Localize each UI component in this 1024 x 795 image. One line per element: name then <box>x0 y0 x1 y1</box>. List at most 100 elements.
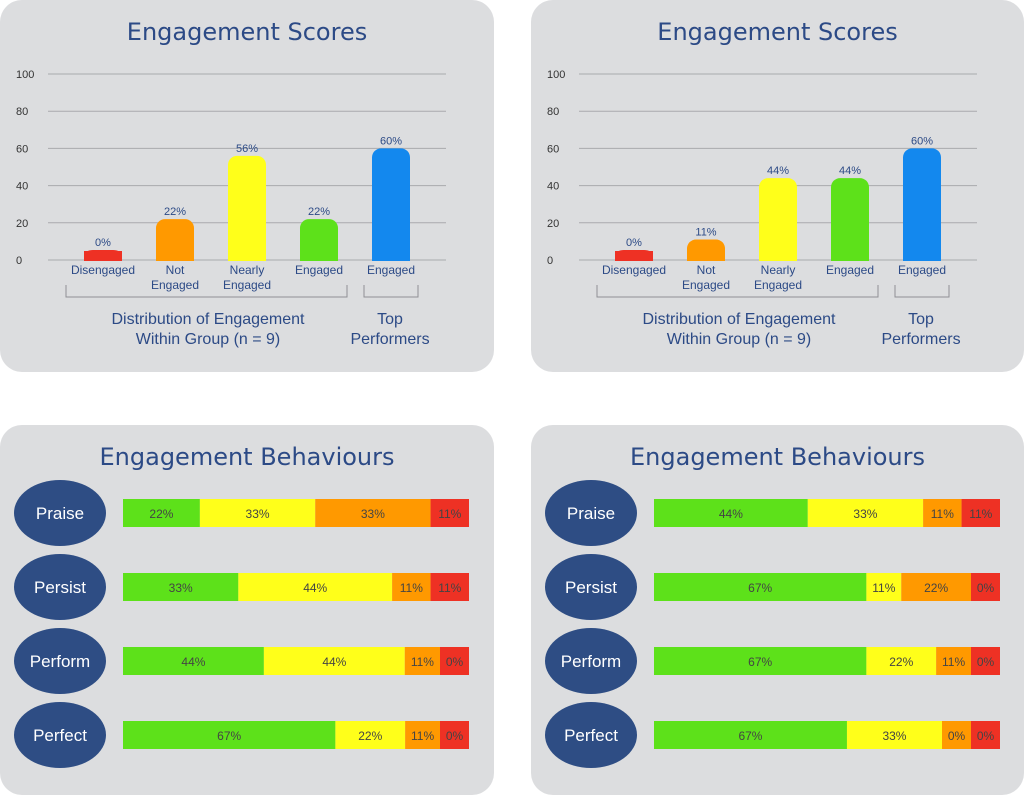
y-tick-label: 20 <box>16 218 28 230</box>
segment-value-label: 33% <box>169 581 193 595</box>
engagement-behaviours-chart-left: Engagement Behaviours Praise 22% 33% 33% 11% P… <box>14 443 469 768</box>
x-category-label: Disengaged <box>71 263 135 277</box>
bar-segment <box>123 721 336 749</box>
segment-value-label: 67% <box>748 581 772 595</box>
y-tick-label: 60 <box>16 143 28 155</box>
bar-base <box>615 251 653 261</box>
y-tick-label: 40 <box>547 181 559 193</box>
segment-value-label: 67% <box>217 729 241 743</box>
group-label: Top Performers <box>881 311 960 348</box>
bar <box>156 219 194 261</box>
chart-title: Engagement Behaviours <box>100 443 395 471</box>
bar-segment <box>654 647 867 675</box>
segment-value-label: 11% <box>931 507 954 521</box>
group-label: Distribution of Engagement Within Group (… <box>643 311 837 348</box>
x-category-label: Engaged <box>367 263 415 277</box>
bar-base <box>300 251 338 261</box>
bar-segment <box>392 573 431 601</box>
behaviour-label: Perform <box>30 652 90 671</box>
y-tick-label: 100 <box>547 69 565 81</box>
x-category-label: Not Engaged <box>682 263 730 292</box>
y-tick-label: 0 <box>547 255 553 267</box>
group-bracket <box>894 285 950 298</box>
bar-segment <box>923 499 962 527</box>
segment-value-label: 22% <box>358 729 382 743</box>
segment-value-label: 33% <box>361 507 385 521</box>
bar-segment <box>654 573 867 601</box>
engagement-behaviours-panel-left: Engagement Behaviours Praise 22% 33% 33% 11% P… <box>0 425 494 795</box>
group-bracket <box>363 285 419 298</box>
segment-value-label: 11% <box>438 507 461 521</box>
bar-segment <box>654 499 808 527</box>
bar-segment <box>971 721 1000 749</box>
behaviour-pill <box>545 480 637 546</box>
bar-segment <box>807 499 924 527</box>
x-category-label: Engaged <box>898 263 946 277</box>
y-tick-label: 0 <box>16 255 22 267</box>
chart-title: Engagement Scores <box>127 18 367 46</box>
bar-segment <box>315 499 431 527</box>
bar-segment <box>335 721 406 749</box>
y-tick-label: 80 <box>16 106 28 118</box>
x-category-label: Disengaged <box>602 263 666 277</box>
bar-value-label: 60% <box>380 135 402 147</box>
bar-base <box>687 251 725 261</box>
bar <box>831 178 869 261</box>
engagement-behaviours-panel-right: Engagement Behaviours Praise 44% 33% 11% 11% P… <box>531 425 1024 795</box>
bar-value-label: 60% <box>911 135 933 147</box>
behaviour-pill <box>14 702 106 768</box>
segment-value-label: 44% <box>181 655 205 669</box>
bar-segment <box>199 499 316 527</box>
segment-value-label: 11% <box>969 507 992 521</box>
bar-value-label: 22% <box>308 206 330 218</box>
y-tick-label: 80 <box>547 106 559 118</box>
bar <box>372 148 410 261</box>
segment-value-label: 33% <box>246 507 270 521</box>
behaviour-label: Perform <box>561 652 621 671</box>
group-label: Distribution of Engagement Within Group (… <box>112 311 306 348</box>
group-label: Top Performers <box>350 311 429 348</box>
x-category-label: Not Engaged <box>151 263 199 292</box>
segment-value-label: 44% <box>719 507 743 521</box>
bar-segment <box>654 721 847 749</box>
bar <box>903 148 941 261</box>
segment-value-label: 0% <box>977 729 995 743</box>
segment-value-label: 67% <box>748 655 772 669</box>
y-tick-label: 20 <box>547 218 559 230</box>
behaviour-pill <box>545 702 637 768</box>
bar-segment <box>971 573 1000 601</box>
segment-value-label: 11% <box>411 729 434 743</box>
bar-segment <box>942 721 971 749</box>
engagement-scores-panel-right: Engagement Scores 0 20 40 60 80 100 0% Disengage… <box>531 0 1024 372</box>
segment-value-label: 22% <box>149 507 173 521</box>
segment-value-label: 0% <box>446 729 464 743</box>
segment-value-label: 33% <box>853 507 877 521</box>
bar-segment <box>846 721 942 749</box>
bar <box>228 155 266 261</box>
behaviour-label: Perfect <box>33 726 87 745</box>
x-category-label: Engaged <box>295 263 343 277</box>
group-bracket <box>65 285 348 298</box>
behaviour-label: Praise <box>36 504 84 523</box>
chart-title: Engagement Scores <box>657 18 897 46</box>
bar-value-label: 0% <box>626 237 642 249</box>
segment-value-label: 0% <box>977 581 995 595</box>
bar-base <box>831 251 869 261</box>
bar-base <box>156 251 194 261</box>
segment-value-label: 11% <box>942 655 965 669</box>
segment-value-label: 0% <box>977 655 995 669</box>
segment-value-label: 33% <box>882 729 906 743</box>
behaviour-pill <box>545 554 637 620</box>
behaviour-label: Perfect <box>564 726 618 745</box>
segment-value-label: 22% <box>924 581 948 595</box>
bar-segment <box>971 647 1000 675</box>
segment-value-label: 44% <box>322 655 346 669</box>
bar-value-label: 11% <box>695 227 716 239</box>
bar-base <box>84 251 122 261</box>
bar-segment <box>866 647 937 675</box>
bar-value-label: 44% <box>839 165 861 177</box>
bar-segment <box>961 499 1000 527</box>
bar-segment <box>404 647 440 675</box>
x-category-label: Engaged <box>826 263 874 277</box>
behaviour-label: Persist <box>34 578 86 597</box>
